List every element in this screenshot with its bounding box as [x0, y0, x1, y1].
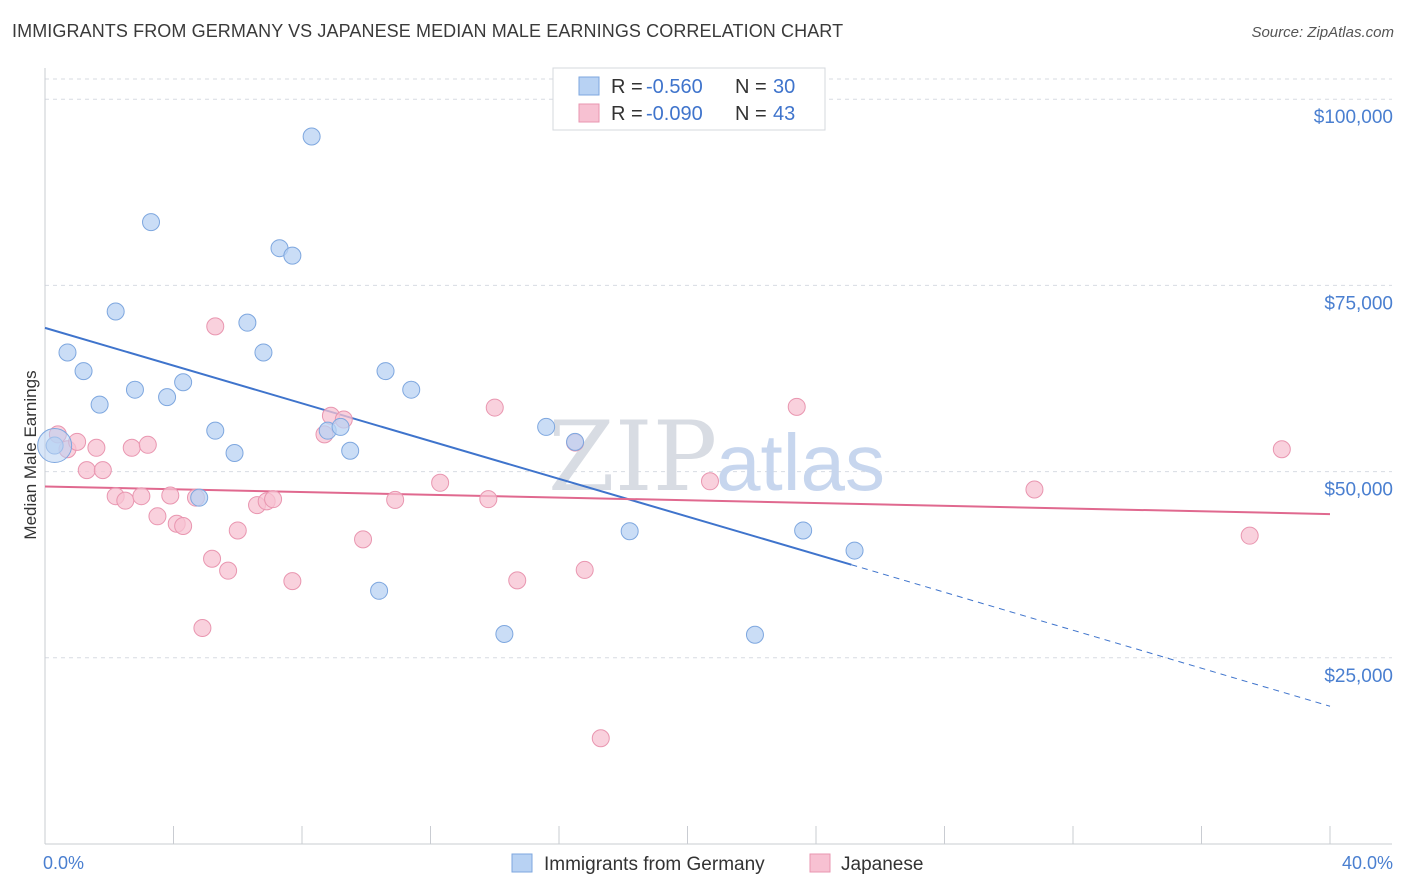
y-tick-label-2: $75,000: [1324, 293, 1393, 314]
point-germany-5: [125, 380, 144, 399]
series-legend-swatch-germany: [511, 853, 533, 873]
series-legend-label-japanese: Japanese: [841, 854, 923, 875]
y-tick-label-3: $100,000: [1314, 107, 1393, 128]
trend-line-japanese: [44, 485, 1331, 516]
point-japanese-18: [206, 317, 225, 336]
series-legend-swatch-japanese: [809, 853, 831, 873]
point-japanese-3: [77, 461, 96, 480]
point-japanese-17: [203, 549, 222, 568]
x-tick-label-0: 0.0%: [43, 853, 84, 873]
point-germany-1: [58, 343, 77, 362]
point-germany-22: [402, 380, 421, 399]
y-tick-label-1: $50,000: [1324, 480, 1393, 501]
point-japanese-37: [700, 472, 719, 491]
point-japanese-4: [87, 438, 106, 457]
point-japanese-9: [132, 487, 151, 506]
y-axis-label: Median Male Earnings: [21, 370, 40, 539]
point-germany-3: [90, 395, 109, 414]
point-japanese-30: [431, 473, 450, 492]
legend-r-label-2: R =: [611, 103, 643, 125]
point-japanese-19: [219, 561, 238, 580]
point-japanese-28: [354, 530, 373, 549]
source-credit: Source: ZipAtlas.com: [1251, 24, 1394, 41]
point-germany-18: [331, 417, 350, 436]
point-germany-7: [158, 388, 177, 407]
point-japanese-11: [148, 507, 167, 526]
point-japanese-24: [283, 572, 302, 591]
legend-n-value-1: 30: [773, 76, 795, 98]
point-germany-25: [566, 432, 585, 451]
point-germany-9: [190, 488, 209, 507]
point-japanese-8: [122, 438, 141, 457]
stats-legend: R = -0.560 N = 30 R = -0.090 N = 43: [552, 67, 826, 131]
y-tick-labels: $25,000 $50,000 $75,000 $100,000: [1314, 107, 1393, 687]
series-legend: Immigrants from Germany Japanese: [511, 853, 923, 875]
point-japanese-40: [1240, 526, 1259, 545]
y-tick-label-0: $25,000: [1324, 666, 1393, 687]
legend-swatch-blue: [578, 76, 600, 96]
point-germany-4: [106, 302, 125, 321]
point-japanese-35: [575, 560, 594, 579]
point-japanese-23: [264, 490, 283, 509]
point-germany-2: [74, 362, 93, 381]
point-japanese-32: [485, 398, 504, 417]
point-japanese-29: [386, 490, 405, 509]
point-germany-6: [142, 213, 161, 232]
point-germany-27: [745, 625, 764, 644]
legend-r-value-2: -0.090: [646, 103, 703, 125]
point-japanese-38: [787, 397, 806, 416]
trend-line-germany-extension: [851, 564, 1331, 707]
scatter-points: [37, 127, 1291, 748]
legend-n-label-1: N =: [735, 76, 767, 98]
point-germany-12: [238, 313, 257, 332]
point-germany-15: [283, 246, 302, 265]
point-germany-20: [370, 581, 389, 600]
point-germany-13: [254, 343, 273, 362]
point-germany-21: [376, 362, 395, 381]
point-japanese-36: [591, 729, 610, 748]
legend-n-value-2: 43: [773, 103, 795, 125]
point-germany-10: [206, 421, 225, 440]
legend-swatch-pink: [578, 103, 600, 123]
point-japanese-12: [161, 486, 180, 505]
point-japanese-14: [174, 516, 193, 535]
point-japanese-31: [479, 490, 498, 509]
legend-r-label-1: R =: [611, 76, 643, 98]
point-germany-24: [537, 417, 556, 436]
x-tick-labels: 0.0% 40.0%: [43, 853, 1393, 873]
trend-line-germany: [44, 326, 852, 566]
watermark-zip: ZIP: [548, 401, 717, 513]
point-japanese-16: [193, 619, 212, 638]
x-tick-label-1: 40.0%: [1342, 853, 1393, 873]
chart-title: IMMIGRANTS FROM GERMANY VS JAPANESE MEDI…: [12, 21, 844, 41]
watermark-atlas: atlas: [716, 418, 885, 507]
point-germany-19: [341, 441, 360, 460]
point-japanese-33: [508, 571, 527, 590]
point-germany-28: [794, 521, 813, 540]
legend-n-label-2: N =: [735, 103, 767, 125]
point-germany-16: [302, 127, 321, 146]
point-germany-11: [225, 444, 244, 462]
point-japanese-41: [1272, 440, 1291, 459]
point-germany-29: [845, 541, 864, 560]
point-japanese-10: [138, 435, 157, 454]
trend-lines: [44, 326, 1331, 707]
point-japanese-20: [228, 521, 247, 540]
point-germany-large: [37, 428, 73, 464]
point-germany-8: [174, 373, 193, 392]
point-germany-23: [495, 624, 514, 643]
series-legend-label-germany: Immigrants from Germany: [544, 854, 765, 875]
point-japanese-39: [1025, 480, 1044, 499]
point-germany-26: [620, 522, 639, 541]
grid-lines: [45, 78, 1392, 659]
point-japanese-7: [116, 491, 135, 510]
legend-r-value-1: -0.560: [646, 76, 703, 98]
point-japanese-5: [93, 461, 112, 480]
